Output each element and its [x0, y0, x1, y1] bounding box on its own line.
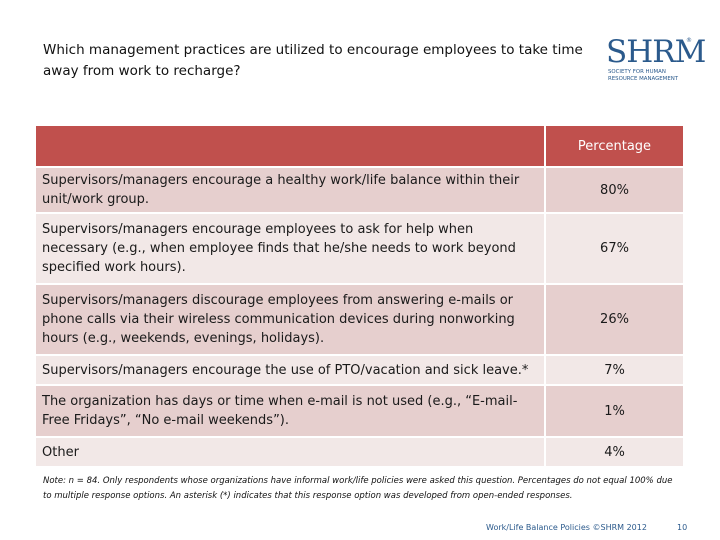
- row-value: 1%: [546, 384, 683, 436]
- page-number: 10: [677, 523, 688, 532]
- table-row: Other 4%: [36, 436, 683, 466]
- logo-subtitle: Society for Human Resource Management: [608, 69, 692, 83]
- logo-wordmark: SHRM: [606, 34, 706, 70]
- row-label: Supervisors/managers encourage the use o…: [36, 354, 546, 384]
- row-label: Supervisors/managers encourage employees…: [36, 212, 546, 283]
- header-blank-cell: [36, 126, 546, 166]
- table-row: Supervisors/managers encourage the use o…: [36, 354, 683, 384]
- table-row: Supervisors/managers encourage employees…: [36, 212, 683, 283]
- row-value: 67%: [546, 212, 683, 283]
- footer-text: Work/Life Balance Policies ©SHRM 2012: [486, 523, 647, 532]
- logo-subtitle-line2: Resource Management: [608, 76, 679, 82]
- row-value: 80%: [546, 166, 683, 212]
- logo-registered-mark: ®: [686, 37, 692, 44]
- row-label: The organization has days or time when e…: [36, 384, 546, 436]
- row-value: 7%: [546, 354, 683, 384]
- table-row: Supervisors/managers encourage a healthy…: [36, 166, 683, 212]
- row-label: Supervisors/managers encourage a healthy…: [36, 166, 546, 212]
- row-label: Supervisors/managers discourage employee…: [36, 283, 546, 354]
- row-value: 4%: [546, 436, 683, 466]
- table-row: The organization has days or time when e…: [36, 384, 683, 436]
- shrm-logo: SHRM ® Society for Human Resource Manage…: [606, 34, 706, 86]
- table-row: Supervisors/managers discourage employee…: [36, 283, 683, 354]
- logo-subtitle-line1: Society for Human: [608, 69, 666, 75]
- table-header-row: Percentage: [36, 126, 683, 166]
- row-value: 26%: [546, 283, 683, 354]
- slide-title: Which management practices are utilized …: [43, 42, 583, 79]
- header-percentage: Percentage: [546, 126, 683, 166]
- row-label: Other: [36, 436, 546, 466]
- footnote: Note: n = 84. Only respondents whose org…: [43, 476, 673, 501]
- practices-table: Percentage Supervisors/managers encourag…: [36, 126, 683, 466]
